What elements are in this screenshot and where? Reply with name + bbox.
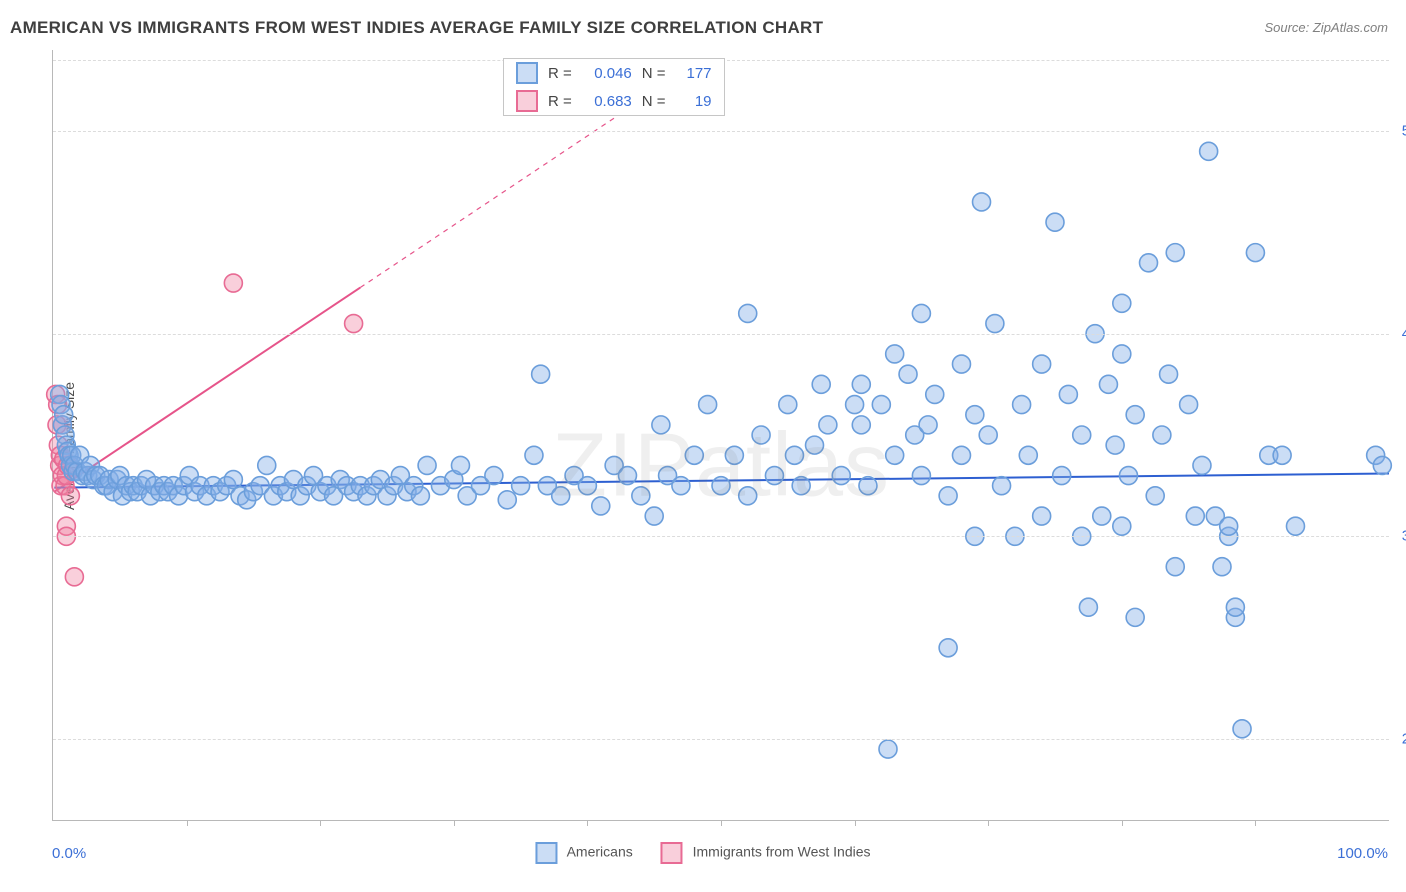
x-tick-mark: [855, 820, 856, 826]
r-value-americans: 0.046: [582, 65, 632, 82]
swatch-americans: [516, 62, 538, 84]
r-label: R =: [548, 93, 572, 110]
x-tick-mark: [587, 820, 588, 826]
legend-item-americans: Americans: [535, 842, 632, 864]
x-tick-mark: [454, 820, 455, 826]
x-axis-max-label: 100.0%: [1337, 845, 1388, 862]
x-axis-min-label: 0.0%: [52, 845, 86, 862]
legend-swatch-americans: [535, 842, 557, 864]
swatch-immigrants: [516, 90, 538, 112]
x-tick-mark: [721, 820, 722, 826]
y-tick-label: 4.00: [1402, 325, 1406, 342]
y-tick-label: 3.00: [1402, 528, 1406, 545]
source-label: Source: ZipAtlas.com: [1264, 20, 1388, 35]
x-tick-mark: [988, 820, 989, 826]
stats-legend-box: R = 0.046 N = 177 R = 0.683 N = 19: [503, 58, 725, 116]
legend-label-immigrants: Immigrants from West Indies: [693, 844, 871, 860]
x-tick-mark: [187, 820, 188, 826]
y-tick-label: 5.00: [1402, 123, 1406, 140]
x-tick-mark: [1122, 820, 1123, 826]
chart-svg: [53, 50, 1389, 820]
stats-row-americans: R = 0.046 N = 177: [504, 59, 724, 87]
x-tick-mark: [320, 820, 321, 826]
r-value-immigrants: 0.683: [582, 93, 632, 110]
stats-row-immigrants: R = 0.683 N = 19: [504, 87, 724, 115]
n-label: N =: [642, 65, 666, 82]
x-tick-mark: [1255, 820, 1256, 826]
plot-area: ZIPatlas 2.003.004.005.00 R = 0.046 N = …: [52, 50, 1389, 821]
chart-title: AMERICAN VS IMMIGRANTS FROM WEST INDIES …: [10, 18, 823, 38]
n-label: N =: [642, 93, 666, 110]
legend-label-americans: Americans: [567, 844, 633, 860]
n-value-immigrants: 19: [676, 93, 712, 110]
r-label: R =: [548, 65, 572, 82]
n-value-americans: 177: [676, 65, 712, 82]
y-tick-label: 2.00: [1402, 730, 1406, 747]
legend-item-immigrants: Immigrants from West Indies: [661, 842, 871, 864]
legend-swatch-immigrants: [661, 842, 683, 864]
bottom-legend: Americans Immigrants from West Indies: [535, 842, 870, 864]
